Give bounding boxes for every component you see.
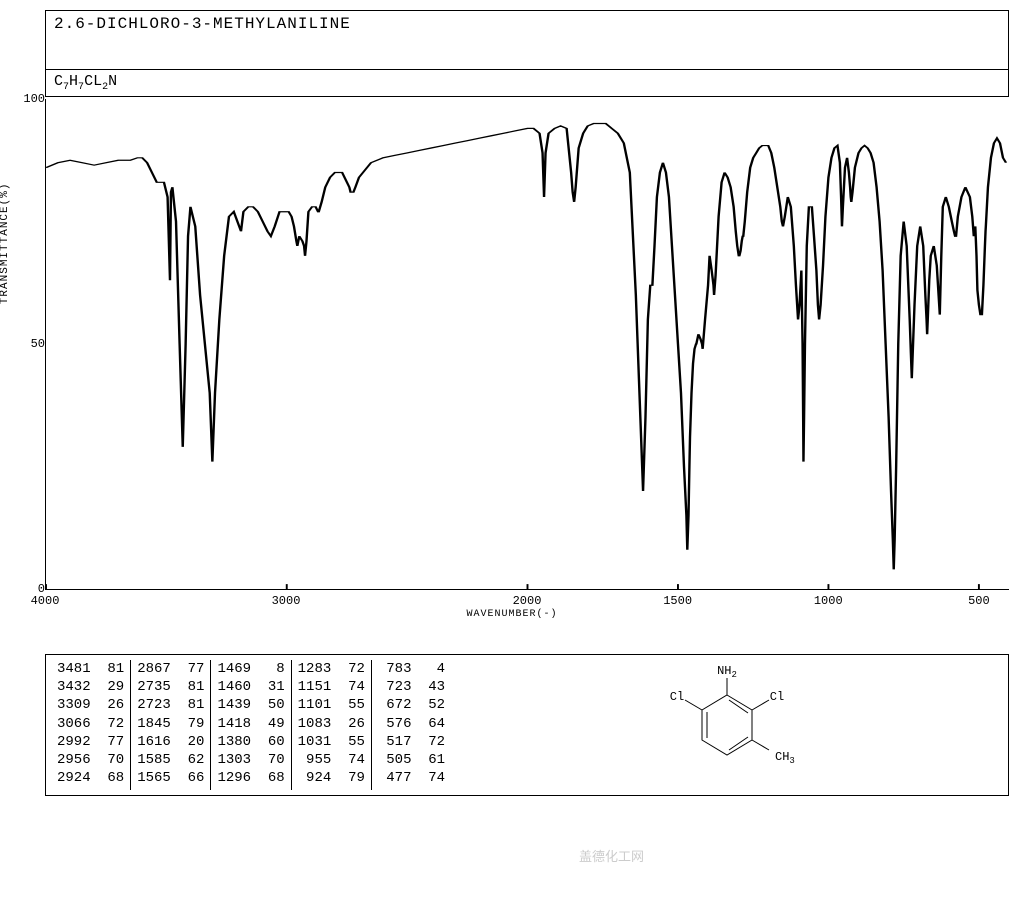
peak-row: 1031 55 <box>298 733 365 751</box>
y-tick-50: 50 <box>31 337 45 351</box>
peak-column: 783 4 723 43 672 52 576 64 517 72 505 61… <box>372 660 451 790</box>
structure-svg: NH2 Cl Cl CH3 <box>637 660 817 790</box>
peak-row: 2735 81 <box>137 678 204 696</box>
x-axis-label: WAVENUMBER(-) <box>466 609 557 620</box>
peak-row: 2992 77 <box>57 733 124 751</box>
peak-column: 1283 721151 741101 551083 261031 55 955 … <box>292 660 372 790</box>
peak-row: 2867 77 <box>137 660 204 678</box>
svg-text:Cl: Cl <box>670 690 684 704</box>
x-tick-4000: 4000 <box>31 594 60 608</box>
peak-row: 2956 70 <box>57 751 124 769</box>
plot-area <box>45 99 1009 590</box>
peak-column: 3481 813432 293309 263066 722992 772956 … <box>51 660 131 790</box>
peak-row: 1616 20 <box>137 733 204 751</box>
x-tick-3000: 3000 <box>272 594 301 608</box>
x-tick-1500: 1500 <box>663 594 692 608</box>
peak-row: 477 74 <box>378 769 445 787</box>
y-tick-100: 100 <box>23 92 45 106</box>
peak-row: 3432 29 <box>57 678 124 696</box>
peak-row: 576 64 <box>378 715 445 733</box>
peak-row: 505 61 <box>378 751 445 769</box>
peak-row: 783 4 <box>378 660 445 678</box>
x-tick-2000: 2000 <box>513 594 542 608</box>
peak-row: 723 43 <box>378 678 445 696</box>
peak-row: 1565 66 <box>137 769 204 787</box>
peak-column: 2867 772735 812723 811845 791616 201585 … <box>131 660 211 790</box>
peak-column: 1469 81460 311439 501418 491380 601303 7… <box>211 660 291 790</box>
peak-row: 1303 70 <box>217 751 284 769</box>
peak-table: 3481 813432 293309 263066 722992 772956 … <box>51 660 451 790</box>
svg-text:NH2: NH2 <box>717 664 737 680</box>
x-tick-1000: 1000 <box>814 594 843 608</box>
peak-row: 672 52 <box>378 696 445 714</box>
peak-row: 1283 72 <box>298 660 365 678</box>
spectrum-line <box>46 99 1009 589</box>
peak-row: 3309 26 <box>57 696 124 714</box>
peak-row: 1101 55 <box>298 696 365 714</box>
y-ticks: 100 50 0 <box>20 99 45 589</box>
peak-row: 1460 31 <box>217 678 284 696</box>
compound-title: 2.6-DICHLORO-3-METHYLANILINE <box>46 11 1008 69</box>
watermark: 盖德化工网 <box>579 846 644 865</box>
formula: C7H7CL2N <box>46 69 1008 96</box>
header-box: 2.6-DICHLORO-3-METHYLANILINE C7H7CL2N <box>45 10 1009 97</box>
molecular-structure: NH2 Cl Cl CH3 <box>451 660 1003 790</box>
peak-row: 1380 60 <box>217 733 284 751</box>
peak-row: 1585 62 <box>137 751 204 769</box>
peak-row: 1439 50 <box>217 696 284 714</box>
y-axis-label: TRANSMITTANCE(%) <box>0 183 11 305</box>
peak-row: 3481 81 <box>57 660 124 678</box>
peak-row: 924 79 <box>298 769 365 787</box>
peak-row: 955 74 <box>298 751 365 769</box>
peak-row: 2723 81 <box>137 696 204 714</box>
spectrum-chart: TRANSMITTANCE(%) 100 50 0 40003000200015… <box>10 99 1014 619</box>
peak-row: 1151 74 <box>298 678 365 696</box>
svg-text:CH3: CH3 <box>775 750 795 766</box>
svg-text:Cl: Cl <box>770 690 784 704</box>
peak-row: 2924 68 <box>57 769 124 787</box>
peak-row: 1418 49 <box>217 715 284 733</box>
peak-row: 517 72 <box>378 733 445 751</box>
peak-row: 1469 8 <box>217 660 284 678</box>
peak-row: 1845 79 <box>137 715 204 733</box>
peak-row: 1083 26 <box>298 715 365 733</box>
bottom-panel: 3481 813432 293309 263066 722992 772956 … <box>45 654 1009 796</box>
peak-row: 1296 68 <box>217 769 284 787</box>
x-tick-500: 500 <box>968 594 990 608</box>
peak-row: 3066 72 <box>57 715 124 733</box>
